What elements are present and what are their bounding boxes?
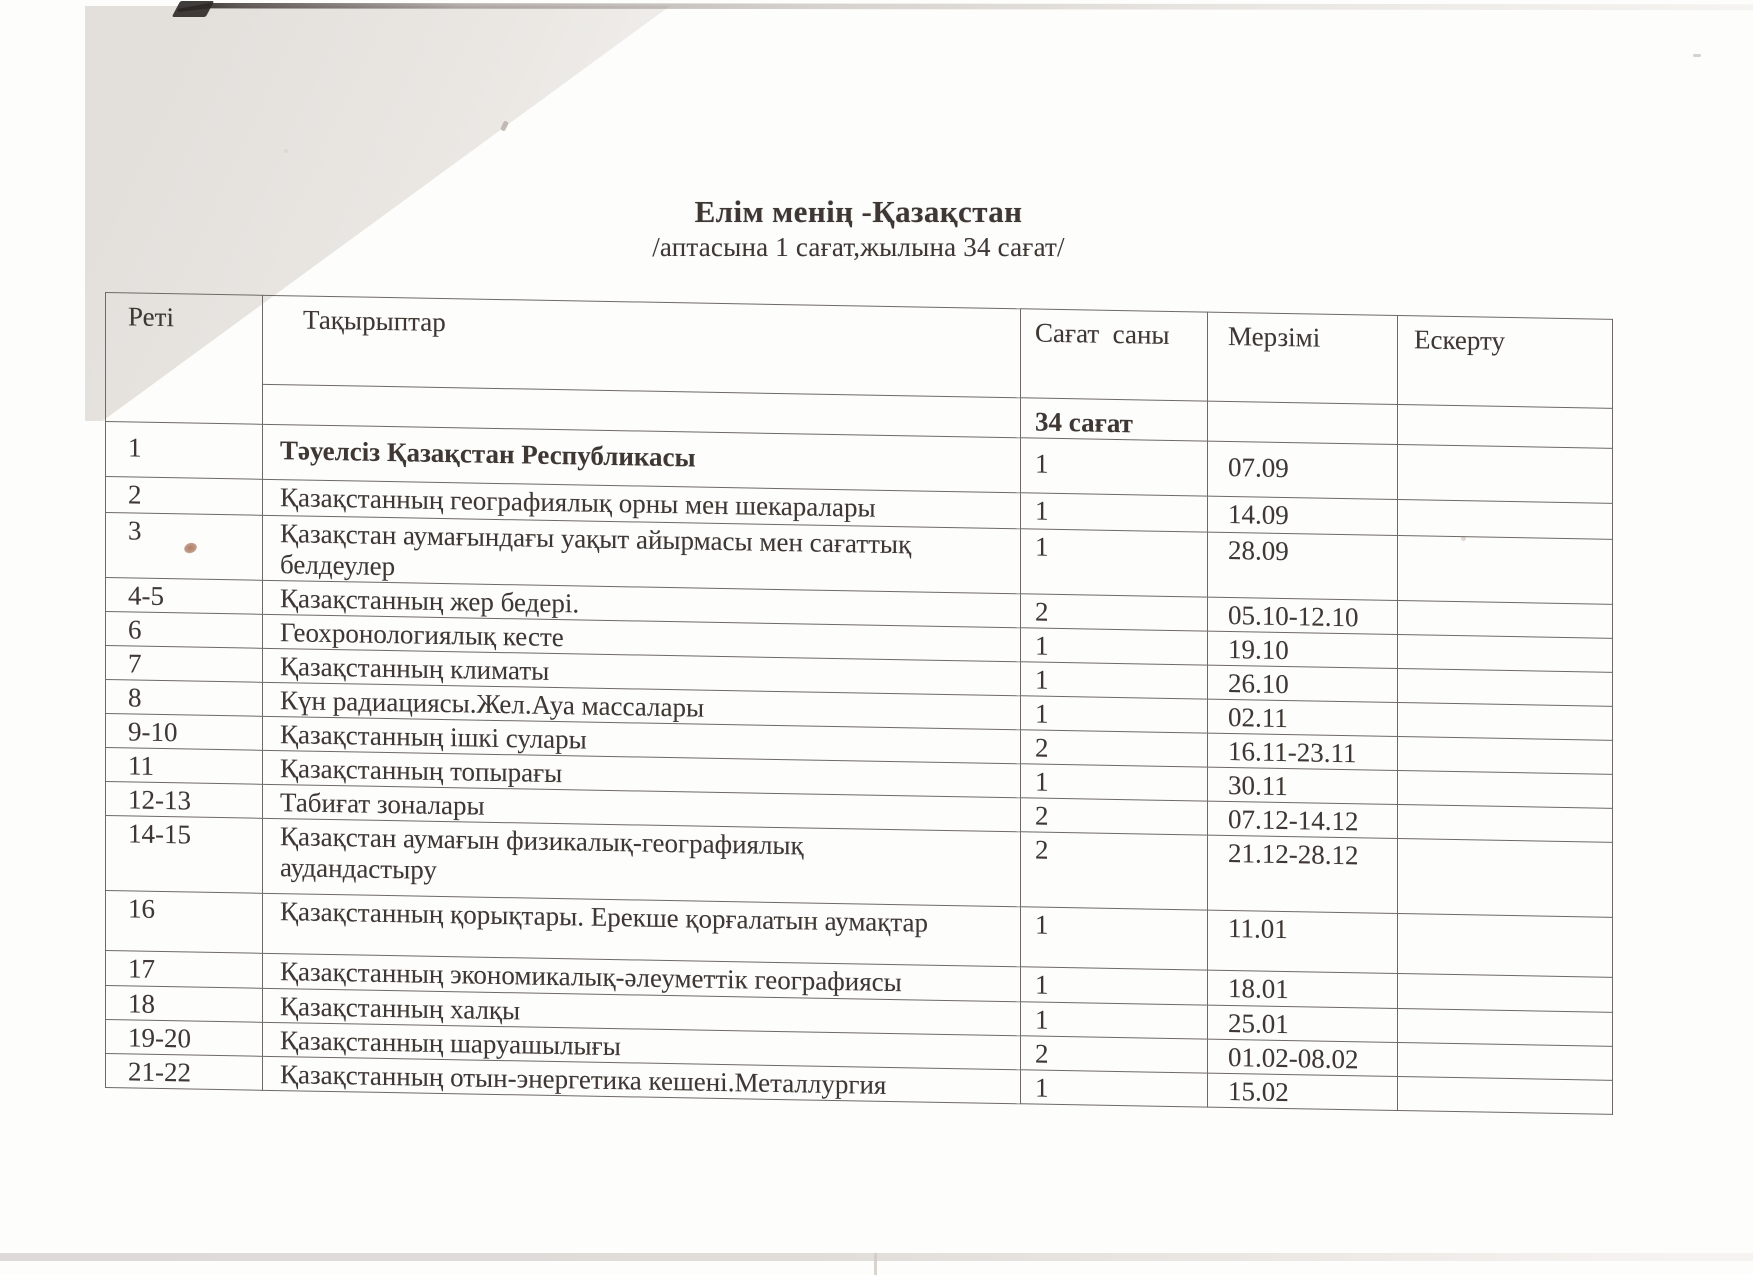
cell-order: 17 — [105, 950, 263, 989]
cell-hours: 1 — [1020, 763, 1208, 802]
cell-note — [1397, 600, 1613, 639]
empty-cell — [1397, 404, 1613, 449]
cell-order: 2 — [105, 476, 263, 516]
table-body: 1 Тәуелсіз Қазақстан Республикасы 1 07.09 2 Қ… — [105, 421, 1613, 1115]
cell-note — [1397, 973, 1613, 1013]
cell-term: 28.09 — [1207, 532, 1398, 601]
cell-term: 07.09 — [1207, 441, 1398, 500]
cell-term: 26.10 — [1207, 665, 1398, 703]
cell-note — [1397, 1042, 1613, 1081]
cell-order: 19-20 — [105, 1019, 263, 1057]
cell-note — [1397, 444, 1613, 504]
scan-speck — [1693, 54, 1701, 57]
cell-order: 1 — [105, 421, 263, 480]
cell-hours: 2 — [1020, 797, 1208, 836]
cell-term: 25.01 — [1207, 1005, 1398, 1043]
col-header-hours: Сағат саны — [1020, 308, 1208, 402]
cell-hours: 1 — [1020, 1069, 1208, 1108]
cell-note — [1397, 634, 1613, 673]
cell-order: 3 — [105, 512, 263, 581]
cell-note — [1397, 770, 1613, 809]
cell-topic: Қазақстан аумағын физикалық-географиялық… — [262, 818, 1021, 907]
cell-term: 02.11 — [1207, 699, 1398, 737]
cell-term: 30.11 — [1207, 767, 1398, 805]
cell-order: 6 — [105, 611, 263, 649]
cell-hours: 1 — [1020, 966, 1208, 1006]
document-subtitle: /аптасына 1 сағат,жылына 34 сағат/ — [652, 232, 1065, 262]
cell-term: 16.11-23.11 — [1207, 733, 1398, 771]
curriculum-table-grid: Реті Тақырыптар Сағат саны Мерзімі Ескер… — [105, 292, 1613, 1115]
col-header-topics: Тақырыптар — [262, 295, 1021, 398]
cell-hours: 1 — [1020, 906, 1208, 971]
cell-note — [1397, 913, 1613, 978]
cell-hours: 2 — [1020, 593, 1208, 632]
cell-hours: 1 — [1020, 492, 1208, 533]
cell-hours: 2 — [1020, 729, 1208, 768]
cell-note — [1397, 702, 1613, 741]
cell-note — [1397, 736, 1613, 775]
col-header-note: Ескерту — [1397, 315, 1613, 409]
cell-order: 11 — [105, 747, 263, 785]
cell-note — [1397, 838, 1613, 918]
cell-note — [1397, 804, 1613, 843]
cell-term: 07.12-14.12 — [1207, 801, 1398, 839]
cell-term: 21.12-28.12 — [1207, 835, 1398, 914]
cell-note — [1397, 1076, 1613, 1115]
scan-speck — [284, 149, 288, 153]
scan-top-edge-line — [178, 3, 1753, 12]
cell-order: 12-13 — [105, 781, 263, 819]
total-hours-value: 34 сағат — [1020, 397, 1208, 442]
cell-hours: 1 — [1020, 528, 1208, 598]
cell-term: 18.01 — [1207, 970, 1398, 1009]
curriculum-table: Реті Тақырыптар Сағат саны Мерзімі Ескер… — [105, 292, 1613, 1115]
cell-hours: 2 — [1020, 1035, 1208, 1074]
cell-hours: 1 — [1020, 695, 1208, 734]
cell-term: 14.09 — [1207, 496, 1398, 536]
cell-order: 9-10 — [105, 713, 263, 751]
cell-hours: 1 — [1020, 1001, 1208, 1040]
cell-term: 11.01 — [1207, 910, 1398, 974]
cell-order: 18 — [105, 985, 263, 1023]
cell-hours: 1 — [1020, 627, 1208, 666]
cell-term: 05.10-12.10 — [1207, 597, 1398, 635]
cell-order: 7 — [105, 645, 263, 683]
col-header-order: Реті — [105, 292, 263, 425]
cell-note — [1397, 535, 1613, 605]
cell-term: 01.02-08.02 — [1207, 1039, 1398, 1077]
cell-term: 15.02 — [1207, 1073, 1398, 1111]
scan-bottom-crease — [874, 1253, 877, 1275]
document-title: Елім менің -Қазақстан — [694, 194, 1023, 229]
cell-order: 14-15 — [105, 815, 263, 894]
cell-hours: 1 — [1020, 437, 1208, 497]
empty-cell — [1207, 401, 1398, 445]
cell-note — [1397, 668, 1613, 707]
cell-order: 4-5 — [105, 577, 263, 615]
cell-order: 21-22 — [105, 1053, 263, 1091]
cell-term: 19.10 — [1207, 631, 1398, 669]
cell-note — [1397, 1008, 1613, 1047]
cell-order: 16 — [105, 890, 263, 954]
cell-note — [1397, 499, 1613, 540]
cell-hours: 1 — [1020, 661, 1208, 700]
cell-hours: 2 — [1020, 831, 1208, 911]
col-header-term: Мерзімі — [1207, 312, 1398, 405]
cell-order: 8 — [105, 679, 263, 717]
scan-speck — [1461, 536, 1466, 541]
